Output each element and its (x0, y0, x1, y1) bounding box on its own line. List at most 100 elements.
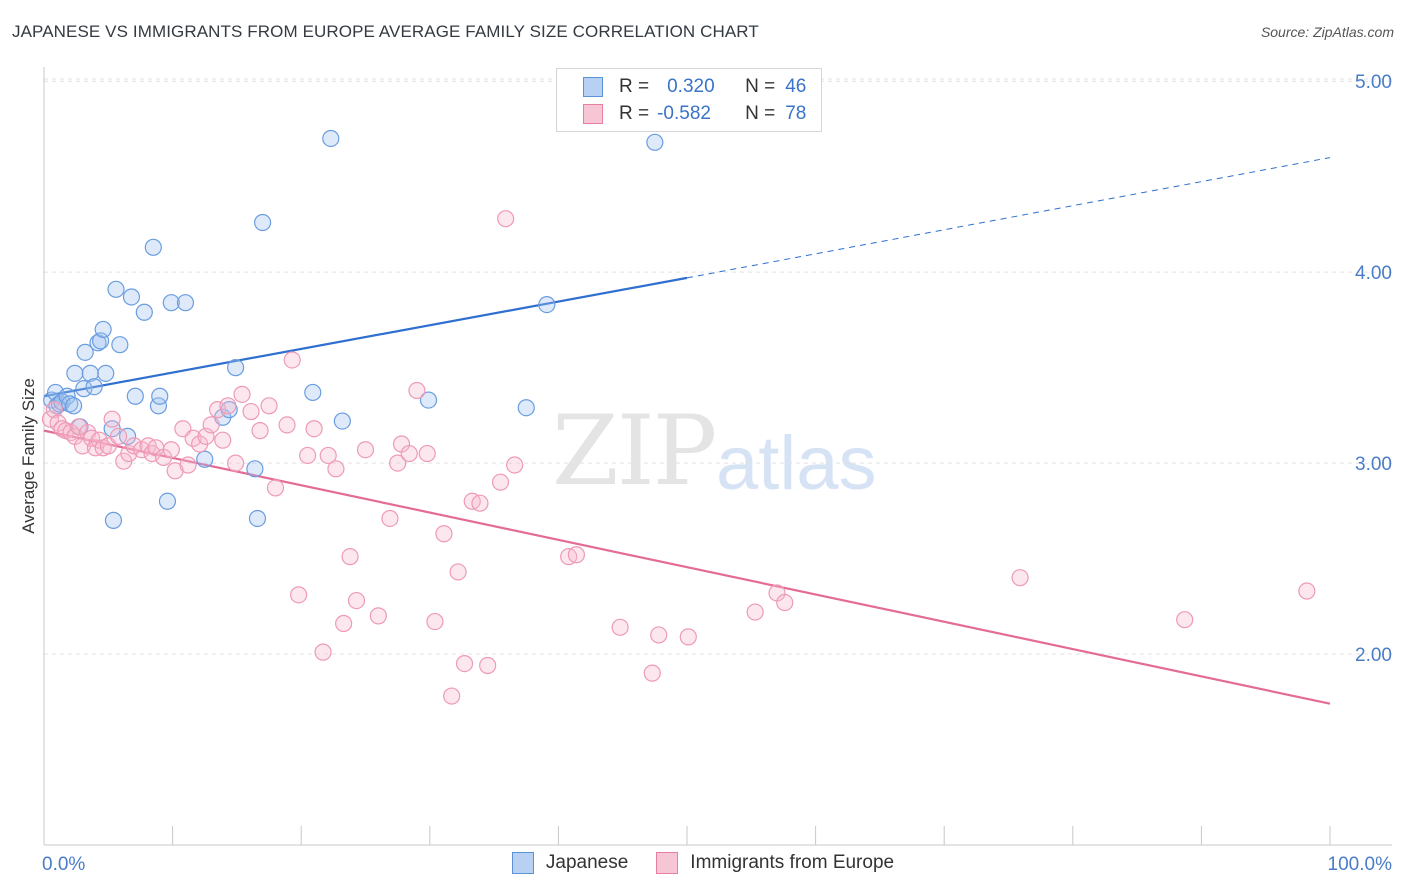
grid-lines (44, 78, 1392, 655)
axis-labels: 2.00 3.00 4.00 5.00 0.0% 100.0% Average Family… (19, 72, 1392, 875)
point-europe (1298, 582, 1316, 600)
y-tick-label: 5.00 (1355, 72, 1392, 93)
point-europe (266, 479, 285, 497)
point-japanese (151, 387, 169, 405)
point-europe (202, 416, 220, 434)
point-japanese (75, 380, 93, 398)
point-japanese (118, 427, 137, 445)
point-japanese (322, 129, 340, 148)
point-europe (219, 397, 237, 415)
axes (43, 67, 1392, 846)
point-europe (242, 402, 260, 421)
point-europe (233, 385, 251, 403)
point-japanese (419, 391, 438, 409)
point-japanese (333, 412, 351, 430)
point-europe (479, 656, 497, 675)
point-europe (260, 397, 278, 415)
point-japanese (85, 378, 103, 396)
point-europe (418, 444, 436, 463)
point-japanese (135, 303, 153, 321)
point-japanese (517, 399, 535, 417)
legend-r-value: 0.320 (667, 76, 715, 97)
point-europe (125, 437, 143, 455)
chart-title: JAPANESE VS IMMIGRANTS FROM EUROPE AVERA… (12, 22, 759, 41)
y-tick-label: 3.00 (1355, 454, 1392, 475)
point-europe (567, 546, 586, 564)
point-europe (283, 351, 301, 369)
trendline-japanese (43, 276, 688, 398)
point-europe (776, 593, 794, 612)
point-japanese (196, 450, 214, 468)
point-europe (471, 494, 489, 512)
legend-r-label: R = (619, 103, 650, 124)
point-europe (356, 441, 375, 459)
legend-n-value: 78 (785, 103, 807, 124)
trendline-japanese-extension (686, 157, 1331, 279)
point-europe (381, 509, 399, 528)
point-europe (643, 664, 661, 682)
point-europe (299, 446, 317, 465)
x-tick-label-min: 0.0% (42, 854, 85, 875)
point-japanese (176, 294, 195, 312)
point-europe (214, 431, 232, 449)
point-japanese (111, 336, 129, 354)
point-europe (1011, 569, 1029, 587)
point-europe (251, 422, 269, 440)
point-japanese (162, 294, 180, 312)
point-europe (650, 626, 668, 644)
point-japanese (158, 492, 177, 510)
point-europe (435, 525, 453, 543)
watermark-zip: ZIP (552, 395, 717, 507)
point-europe (497, 210, 515, 228)
legend-n-label: N = (745, 103, 776, 124)
point-europe (389, 454, 407, 472)
point-europe (45, 401, 63, 419)
legend-label-japanese: Japanese (545, 852, 629, 873)
x-tick-label-max: 100.0% (1328, 854, 1393, 875)
point-japanese (97, 364, 115, 382)
legend-row-europe: R = -0.582 N = 78 (583, 101, 806, 127)
point-japanese (144, 238, 162, 256)
legend-item-europe[interactable]: Immigrants from Europe (656, 852, 894, 874)
legend-swatch-japanese (511, 852, 534, 874)
point-europe (1176, 611, 1194, 629)
legend-r-label: R = (619, 76, 650, 97)
point-europe (227, 454, 245, 472)
legend-n-value: 46 (785, 76, 807, 97)
point-europe (491, 473, 510, 491)
y-axis-label: Average Family Size (19, 378, 38, 534)
point-europe (209, 401, 227, 419)
point-europe (162, 441, 180, 459)
point-japanese (66, 364, 84, 382)
point-europe (443, 687, 461, 705)
point-japanese (254, 213, 272, 232)
point-japanese (104, 511, 123, 529)
point-europe (455, 654, 474, 673)
point-europe (319, 446, 337, 465)
point-japanese (246, 460, 264, 478)
point-japanese (64, 397, 83, 415)
point-europe (179, 456, 197, 474)
point-europe (449, 563, 467, 581)
series-legend: Japanese Immigrants from Europe (0, 852, 1406, 874)
data-points (41, 129, 1316, 705)
point-europe (184, 429, 202, 447)
legend-n-label: N = (745, 76, 776, 97)
point-japanese (646, 133, 664, 151)
legend-item-japanese[interactable]: Japanese (511, 852, 629, 874)
point-europe (746, 603, 764, 621)
point-europe (611, 618, 629, 636)
legend-swatch-europe (656, 852, 679, 874)
point-europe (347, 591, 366, 610)
point-europe (278, 416, 296, 434)
legend-label-europe: Immigrants from Europe (690, 852, 895, 873)
point-europe (679, 628, 697, 646)
point-europe (369, 607, 387, 625)
point-japanese (248, 509, 267, 528)
point-europe (70, 418, 88, 436)
point-europe (506, 456, 524, 474)
point-europe (341, 548, 359, 566)
trend-lines (43, 157, 1331, 705)
point-europe (426, 612, 444, 631)
